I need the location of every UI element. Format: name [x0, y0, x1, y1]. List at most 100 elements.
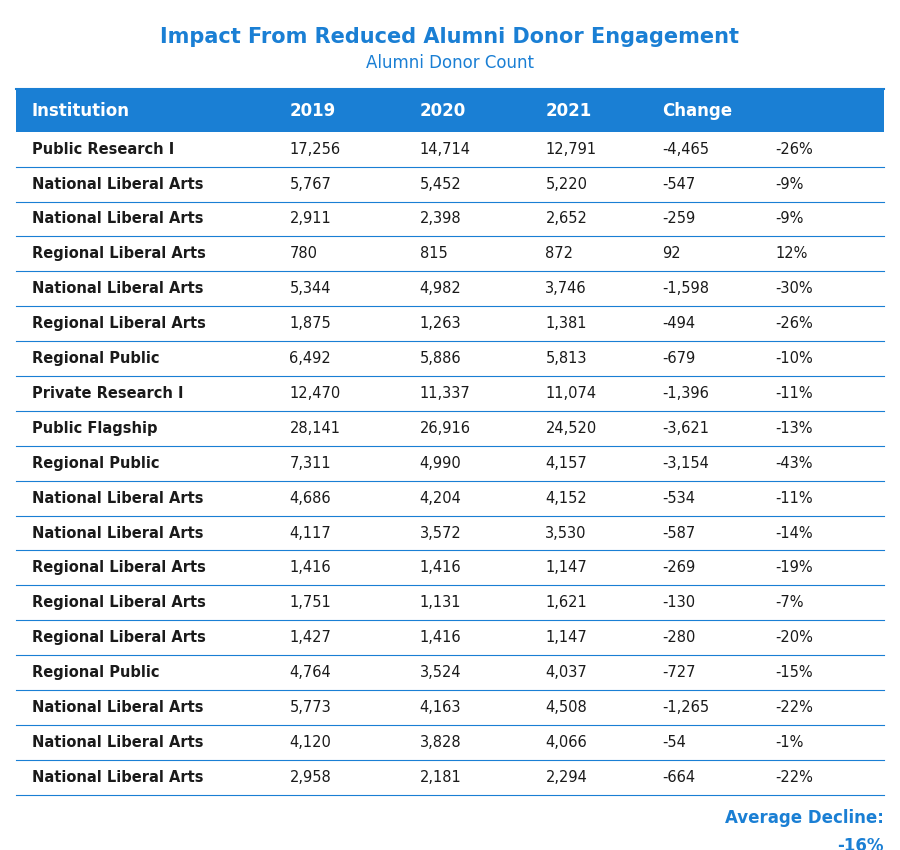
Text: Regional Public: Regional Public	[32, 665, 159, 680]
Text: 17,256: 17,256	[290, 142, 340, 156]
Text: 26,916: 26,916	[419, 421, 471, 436]
Text: 4,066: 4,066	[545, 735, 587, 750]
Bar	[16, 271, 884, 306]
Text: Regional Public: Regional Public	[32, 351, 159, 366]
Text: 1,427: 1,427	[290, 630, 331, 645]
Text: 1,875: 1,875	[290, 316, 331, 332]
Text: 2,294: 2,294	[545, 770, 588, 785]
Text: -16%: -16%	[837, 837, 884, 850]
Bar	[16, 341, 884, 376]
Text: 1,621: 1,621	[545, 595, 587, 610]
Text: 4,990: 4,990	[419, 456, 462, 471]
Text: -534: -534	[662, 490, 696, 506]
Bar	[16, 586, 884, 620]
Text: -7%: -7%	[775, 595, 804, 610]
Text: Regional Public: Regional Public	[32, 456, 159, 471]
Bar	[16, 167, 884, 201]
Text: 4,982: 4,982	[419, 281, 462, 297]
Text: National Liberal Arts: National Liberal Arts	[32, 700, 203, 715]
Text: -547: -547	[662, 177, 696, 191]
Text: 2,181: 2,181	[419, 770, 462, 785]
Text: Regional Liberal Arts: Regional Liberal Arts	[32, 630, 206, 645]
Bar	[16, 445, 884, 481]
Text: -727: -727	[662, 665, 696, 680]
Text: 14,714: 14,714	[419, 142, 471, 156]
Text: 11,074: 11,074	[545, 386, 597, 401]
Bar	[16, 376, 884, 411]
Text: 780: 780	[290, 246, 318, 262]
Text: -22%: -22%	[775, 700, 814, 715]
Text: National Liberal Arts: National Liberal Arts	[32, 212, 203, 226]
Text: 4,157: 4,157	[545, 456, 587, 471]
Text: 4,163: 4,163	[419, 700, 461, 715]
Text: -19%: -19%	[775, 560, 813, 575]
Text: 6,492: 6,492	[290, 351, 331, 366]
Text: -1,598: -1,598	[662, 281, 709, 297]
Text: 1,147: 1,147	[545, 560, 587, 575]
Text: Private Research I: Private Research I	[32, 386, 184, 401]
Text: 1,147: 1,147	[545, 630, 587, 645]
Text: Average Decline:: Average Decline:	[724, 809, 884, 827]
Text: 5,767: 5,767	[290, 177, 331, 191]
Text: 12,791: 12,791	[545, 142, 597, 156]
Text: -43%: -43%	[775, 456, 813, 471]
Text: 2,911: 2,911	[290, 212, 331, 226]
Bar	[16, 236, 884, 271]
Text: Regional Liberal Arts: Regional Liberal Arts	[32, 246, 206, 262]
Text: National Liberal Arts: National Liberal Arts	[32, 770, 203, 785]
Text: 1,131: 1,131	[419, 595, 461, 610]
Text: 1,263: 1,263	[419, 316, 462, 332]
Text: 1,416: 1,416	[419, 560, 462, 575]
Bar	[16, 760, 884, 795]
Text: 1,416: 1,416	[419, 630, 462, 645]
Text: 4,204: 4,204	[419, 490, 462, 506]
Text: 2021: 2021	[545, 101, 591, 120]
Text: -15%: -15%	[775, 665, 813, 680]
Text: Institution: Institution	[32, 101, 130, 120]
Bar	[16, 132, 884, 167]
Text: 4,037: 4,037	[545, 665, 587, 680]
Text: -11%: -11%	[775, 490, 813, 506]
Text: 4,764: 4,764	[290, 665, 331, 680]
Text: 4,152: 4,152	[545, 490, 587, 506]
Text: -11%: -11%	[775, 386, 813, 401]
Text: Impact From Reduced Alumni Donor Engagement: Impact From Reduced Alumni Donor Engagem…	[160, 26, 740, 47]
Text: -30%: -30%	[775, 281, 813, 297]
Bar	[16, 411, 884, 445]
Text: 2020: 2020	[419, 101, 466, 120]
Text: -130: -130	[662, 595, 696, 610]
Bar	[16, 551, 884, 586]
Text: 3,530: 3,530	[545, 525, 587, 541]
Bar	[16, 306, 884, 341]
Bar	[16, 481, 884, 516]
Text: Alumni Donor Count: Alumni Donor Count	[366, 54, 534, 72]
Text: 5,773: 5,773	[290, 700, 331, 715]
Text: 92: 92	[662, 246, 681, 262]
Bar	[16, 620, 884, 655]
Bar	[16, 655, 884, 690]
Text: Public Flagship: Public Flagship	[32, 421, 158, 436]
Bar	[16, 725, 884, 760]
Text: 5,813: 5,813	[545, 351, 587, 366]
Text: -494: -494	[662, 316, 696, 332]
Text: -1,396: -1,396	[662, 386, 709, 401]
Text: -269: -269	[662, 560, 696, 575]
Bar	[16, 89, 884, 132]
Text: National Liberal Arts: National Liberal Arts	[32, 735, 203, 750]
Text: 3,572: 3,572	[419, 525, 462, 541]
Text: -1,265: -1,265	[662, 700, 710, 715]
Text: 5,344: 5,344	[290, 281, 331, 297]
Text: -1%: -1%	[775, 735, 804, 750]
Text: 4,508: 4,508	[545, 700, 587, 715]
Text: -9%: -9%	[775, 212, 804, 226]
Text: -679: -679	[662, 351, 696, 366]
Bar	[16, 516, 884, 551]
Text: 28,141: 28,141	[290, 421, 340, 436]
Text: -22%: -22%	[775, 770, 814, 785]
Text: -14%: -14%	[775, 525, 813, 541]
Text: -3,154: -3,154	[662, 456, 709, 471]
Text: 1,751: 1,751	[290, 595, 331, 610]
Bar	[16, 690, 884, 725]
Bar	[16, 201, 884, 236]
Text: 872: 872	[545, 246, 573, 262]
